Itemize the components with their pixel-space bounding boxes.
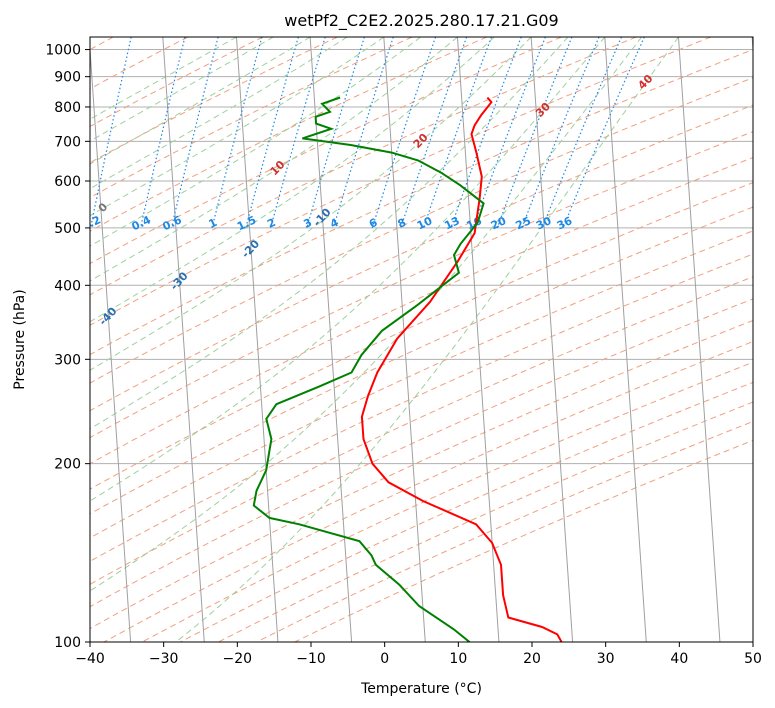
y-tick-label: 1000 bbox=[45, 43, 81, 59]
mixing-ratio-label: 10 bbox=[415, 214, 435, 232]
dry-adiabat bbox=[90, 131, 753, 439]
mixing-ratio-line bbox=[496, 37, 573, 229]
mixing-ratio-line bbox=[422, 37, 492, 229]
mixing-ratio-line bbox=[306, 37, 365, 229]
x-axis-label: Temperature (°C) bbox=[360, 681, 482, 697]
x-tick-label: 20 bbox=[523, 651, 541, 667]
mixing-ratio-label: 25 bbox=[514, 214, 533, 232]
mixing-ratio-line bbox=[371, 37, 437, 229]
isotherm bbox=[604, 37, 647, 642]
mixing-ratio-label: 13 bbox=[442, 214, 461, 232]
mixing-ratio-line bbox=[541, 37, 623, 229]
isotherm bbox=[235, 37, 279, 642]
dry-adiabat bbox=[90, 156, 753, 465]
x-tick-label: 50 bbox=[744, 651, 762, 667]
mixing-ratio-label: 20 bbox=[489, 214, 509, 232]
dry-adiabat bbox=[90, 37, 263, 127]
dry-adiabat bbox=[180, 381, 753, 642]
dry-adiabat bbox=[90, 37, 189, 90]
plot-frame bbox=[89, 36, 754, 643]
series-dewpoint-line bbox=[252, 96, 485, 642]
series-temperature-line bbox=[360, 96, 563, 642]
moist-adiabat bbox=[90, 37, 385, 217]
y-tick-label: 600 bbox=[54, 174, 81, 190]
moist-adiabat bbox=[90, 37, 569, 430]
isotherm bbox=[530, 37, 574, 642]
y-tick-label: 500 bbox=[54, 221, 81, 237]
y-tick-label: 400 bbox=[54, 278, 81, 294]
dry-adiabats bbox=[90, 37, 753, 642]
y-tick-label: 300 bbox=[54, 352, 81, 368]
moist-adiabat bbox=[90, 37, 495, 323]
x-axis-ticks: −40 −30 −20 −10 0 10 20 30 40 50 bbox=[75, 642, 762, 667]
dry-adiabat bbox=[90, 298, 753, 608]
x-tick-label: −10 bbox=[296, 651, 326, 667]
isotherm bbox=[677, 37, 721, 642]
moist-adiabat bbox=[90, 37, 421, 247]
mixing-ratio-line bbox=[332, 37, 394, 229]
y-axis-label: Pressure (hPa) bbox=[12, 289, 28, 389]
moist-adiabat bbox=[90, 37, 274, 142]
mixing-ratio-line bbox=[270, 37, 326, 229]
mixing-ratio-line bbox=[472, 37, 546, 229]
moist-adiabat bbox=[90, 37, 237, 120]
dry-adiabat bbox=[90, 253, 753, 562]
x-tick-label: 0 bbox=[380, 651, 389, 667]
plot-area: -100-90-80-70-60-50-40-30-20-100.10.20.4… bbox=[90, 37, 753, 642]
y-tick-label: 700 bbox=[54, 134, 81, 150]
mixing-ratio-line bbox=[90, 37, 132, 229]
mixing-ratio-line bbox=[521, 37, 600, 229]
sounding-profiles bbox=[252, 96, 563, 642]
mixing-ratio-line bbox=[400, 37, 468, 229]
dry-adiabat bbox=[90, 230, 753, 539]
moist-adiabat bbox=[90, 37, 642, 592]
dry-adiabat bbox=[90, 104, 753, 412]
isotherm bbox=[90, 42, 132, 642]
dry-adiabat bbox=[90, 49, 753, 356]
dry-adiabat bbox=[141, 361, 753, 642]
isotherm bbox=[309, 37, 353, 642]
moist-adiabat bbox=[175, 37, 679, 642]
moist-adiabat bbox=[90, 37, 606, 502]
y-tick-label: 800 bbox=[54, 100, 81, 116]
dry-adiabat bbox=[90, 37, 488, 232]
x-tick-label: 40 bbox=[670, 651, 688, 667]
mixing-ratio-line bbox=[211, 37, 263, 229]
x-tick-label: −30 bbox=[149, 651, 179, 667]
isotherm bbox=[162, 37, 205, 642]
x-tick-label: −40 bbox=[75, 651, 105, 667]
moist-adiabat bbox=[90, 37, 532, 371]
mixing-ratio-label: 30 bbox=[534, 214, 554, 232]
dry-adiabat bbox=[90, 37, 637, 296]
mixing-ratio-line bbox=[140, 37, 186, 229]
x-tick-label: 30 bbox=[597, 651, 615, 667]
mixing-ratio-line bbox=[562, 37, 645, 229]
x-tick-label: −20 bbox=[223, 651, 253, 667]
y-tick-label: 100 bbox=[54, 635, 81, 651]
isotherm-lines bbox=[90, 37, 753, 642]
y-axis-ticks: 100 200 300 400 500 600 700 800 900 1000 bbox=[45, 43, 90, 651]
isotherm bbox=[456, 37, 500, 642]
isotherm bbox=[383, 37, 426, 642]
mixing-ratio-line bbox=[170, 37, 219, 229]
mixing-ratio-line bbox=[450, 37, 522, 229]
mixing-ratio-label: 36 bbox=[555, 214, 575, 232]
dry-adiabat bbox=[90, 37, 562, 265]
dry-adiabat bbox=[90, 77, 753, 384]
mixing-ratio-line bbox=[245, 37, 299, 229]
y-tick-label: 200 bbox=[54, 457, 81, 473]
mixing-ratio-lines bbox=[90, 37, 645, 229]
moist-adiabats bbox=[90, 37, 679, 642]
x-tick-label: 10 bbox=[449, 651, 467, 667]
dry-adiabat bbox=[90, 319, 753, 630]
y-tick-label: 900 bbox=[54, 70, 81, 86]
chart-title: wetPf2_C2E2.2025.280.17.21.G09 bbox=[284, 11, 558, 31]
dry-adiabat bbox=[90, 37, 712, 326]
